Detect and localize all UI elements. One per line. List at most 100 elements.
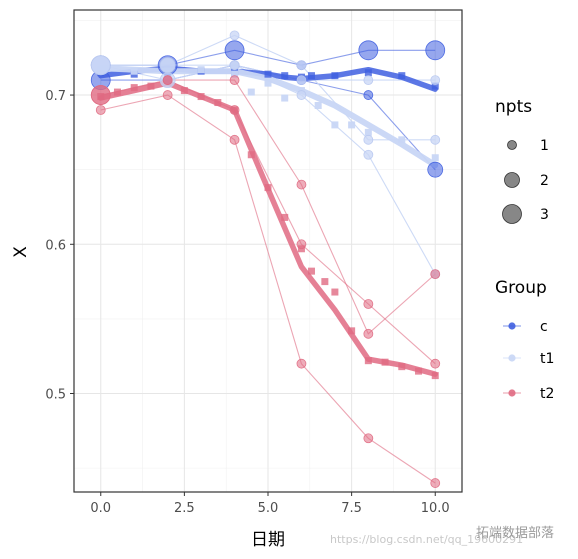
individual-points [90, 30, 446, 488]
legend-group-label: c [540, 319, 548, 335]
series-t2-mean-point [130, 84, 138, 92]
legend-group-key [508, 322, 516, 330]
series-t2-mean-point [113, 88, 121, 96]
series-c-mean-point [307, 72, 315, 80]
legend-group-label: t1 [540, 351, 554, 367]
series-t1-mean-point [331, 121, 339, 129]
series-t1-point [296, 90, 307, 100]
series-t1-point [229, 30, 240, 41]
legend-group-label: t2 [540, 386, 554, 402]
series-t1-mean-line [97, 65, 439, 169]
legend: npts 1 2 3 Group c t1 t2 [495, 97, 554, 402]
series-t1-point [430, 75, 441, 86]
series-t2-point [296, 179, 307, 190]
legend-group-title: Group [495, 278, 547, 298]
legend-npts-label: 3 [540, 207, 549, 223]
series-t1-point [296, 60, 307, 71]
y-axis-title: X [11, 246, 31, 258]
series-t2-mean-point [264, 184, 272, 192]
series-t1-mean-point [431, 154, 439, 162]
series-c-point [425, 40, 446, 61]
series-t2-mean-point [197, 93, 205, 101]
y-axis-ticks: 0.5 0.6 0.7 [45, 89, 74, 403]
series-t1-mean-point [364, 128, 372, 136]
series-t2-point [296, 239, 307, 250]
watermark-url: https://blog.csdn.net/qq_19600291 [330, 533, 523, 546]
series-c-mean-point [398, 72, 406, 80]
series-t2-point [363, 328, 374, 339]
series-c-mean-point [431, 82, 439, 90]
series-c-point [427, 161, 444, 178]
series-t2-point [430, 478, 441, 488]
series-t1-mean-point [247, 88, 255, 96]
series-t2-mean-point [348, 327, 356, 335]
series-t2-mean-point [214, 99, 222, 107]
series-t2-mean-point [398, 363, 406, 371]
series-t2-mean-point [247, 151, 255, 159]
series-t2-mean-line [98, 80, 438, 377]
x-axis-title: 日期 [251, 530, 285, 550]
series-t2-point [162, 75, 173, 86]
series-c-mean-point [264, 70, 272, 78]
series-t2-point [430, 358, 441, 369]
legend-npts-keys: 1 2 3 [502, 138, 549, 224]
series-t1-mean-point [197, 66, 205, 74]
x-tick-label: 7.5 [341, 501, 362, 516]
series-t2-point [162, 90, 173, 100]
x-axis-ticks: 0.0 2.5 5.0 7.5 10.0 [90, 492, 450, 516]
series-c-mean-point [331, 72, 339, 80]
legend-npts-key [504, 172, 520, 188]
series-t2-mean-point [431, 372, 439, 380]
series-t1-mean-point [398, 136, 406, 144]
watermark-brand: 拓端数据部落 [476, 526, 554, 541]
series-t1-mean-point [281, 94, 289, 102]
series-t1-mean-point [231, 70, 239, 78]
y-tick-label: 0.7 [45, 89, 66, 104]
series-c-point [224, 40, 245, 61]
series-t2-individual-line [100, 79, 436, 365]
series-t2-point [430, 269, 441, 280]
legend-group-keys: c t1 t2 [503, 319, 554, 402]
series-t2-mean-point [381, 358, 389, 366]
series-t2-point [363, 433, 374, 444]
series-t2-mean-point [147, 82, 155, 90]
series-t1-point [363, 149, 374, 160]
series-t2-mean-point [180, 87, 188, 95]
series-t2-point [90, 85, 111, 105]
legend-npts-label: 1 [540, 138, 549, 154]
legend-npts-title: npts [495, 97, 532, 117]
series-t1-mean-point [348, 121, 356, 129]
series-t1-mean-point [264, 79, 272, 87]
series-t2-mean-point [331, 288, 339, 296]
x-tick-label: 0.0 [90, 501, 111, 516]
grid-lines [74, 10, 462, 492]
series-t1-mean-point [314, 102, 322, 110]
series-t2-mean-point [281, 213, 289, 221]
series-t1-point [159, 57, 176, 74]
series-t1-mean-point [130, 67, 138, 75]
series-c-point [363, 90, 374, 100]
series-c-point [358, 40, 379, 61]
series-t1-point [363, 134, 374, 145]
series-t2-mean-point [307, 267, 315, 275]
series-t2-point [229, 105, 240, 115]
legend-group-key [508, 389, 516, 397]
legend-npts-key [507, 140, 517, 150]
series-t2-point [363, 299, 374, 309]
series-t2-individual-line [100, 94, 436, 484]
series-c-mean-point [364, 69, 372, 77]
series-c-mean-point [281, 72, 289, 80]
legend-group-key [508, 354, 516, 362]
x-tick-label: 2.5 [174, 501, 195, 516]
x-tick-label: 10.0 [421, 501, 450, 516]
series-t2-point [229, 134, 240, 145]
legend-npts-key [502, 204, 522, 224]
y-tick-label: 0.6 [45, 238, 66, 253]
x-tick-label: 5.0 [258, 501, 279, 516]
series-t2-mean-point [364, 357, 372, 365]
series-t2-point [229, 75, 240, 86]
legend-npts-label: 2 [540, 173, 549, 189]
series-t1-point [363, 75, 374, 86]
series-t2-point [95, 105, 106, 115]
